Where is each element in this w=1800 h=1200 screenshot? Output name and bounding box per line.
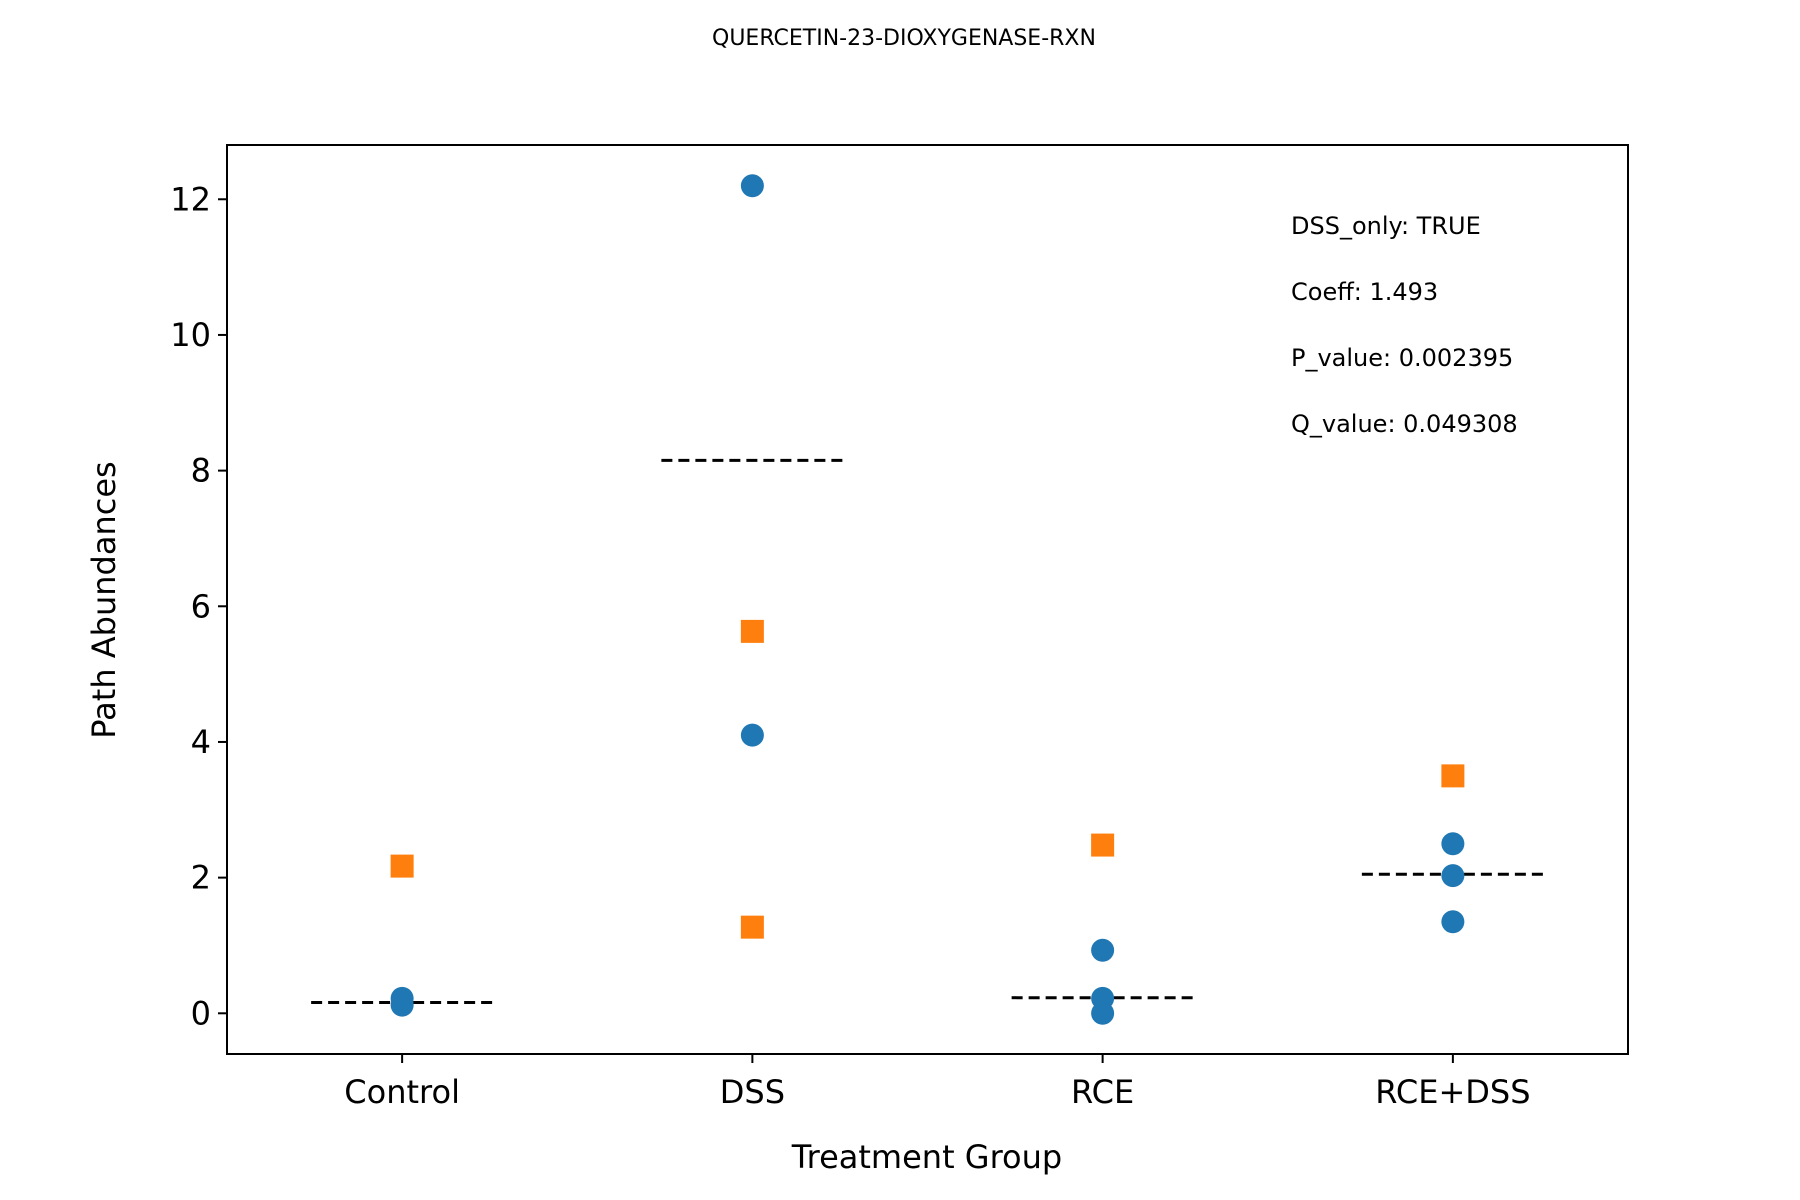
chart-title: QUERCETIN-23-DIOXYGENASE-RXN — [712, 26, 1096, 51]
data-point-circle — [390, 993, 414, 1017]
stats-annotation: DSS_only: TRUE — [1291, 212, 1481, 240]
x-tick-label: Control — [344, 1073, 460, 1111]
x-tick-label: RCE+DSS — [1375, 1073, 1530, 1111]
data-point-circle — [1441, 864, 1465, 888]
stats-annotation: Q_value: 0.049308 — [1291, 410, 1518, 438]
data-point-square — [1091, 833, 1115, 857]
y-tick-label: 0 — [191, 994, 211, 1032]
y-axis-label: Path Abundances — [85, 461, 123, 738]
data-point-square — [390, 854, 414, 878]
x-tick-label: DSS — [720, 1073, 785, 1111]
plot-area: 0 2 4 6 8 10 12 Control DSS RCE RCE+DSS DSS_only: T… — [170, 144, 1629, 1111]
data-point-circle — [1441, 910, 1465, 934]
y-tick-label: 10 — [170, 316, 211, 354]
data-point-circle — [1441, 832, 1465, 856]
y-tick-label: 4 — [191, 723, 211, 761]
data-point-circle — [740, 174, 764, 198]
y-tick-label: 2 — [191, 859, 211, 897]
data-point-circle — [1091, 1001, 1115, 1025]
data-point-square — [740, 619, 764, 643]
plot-frame — [226, 144, 1629, 1055]
x-tick-label: RCE — [1071, 1073, 1134, 1111]
data-point-square — [740, 915, 764, 939]
stats-annotation: P_value: 0.002395 — [1291, 344, 1513, 372]
data-point-circle — [1091, 938, 1115, 962]
stats-annotation: Coeff: 1.493 — [1291, 278, 1438, 306]
y-tick-label: 12 — [170, 180, 211, 218]
x-axis-label: Treatment Group — [791, 1138, 1062, 1176]
y-tick-label: 6 — [191, 587, 211, 625]
data-point-circle — [740, 723, 764, 747]
y-tick-label: 8 — [191, 452, 211, 490]
data-point-square — [1441, 764, 1465, 788]
